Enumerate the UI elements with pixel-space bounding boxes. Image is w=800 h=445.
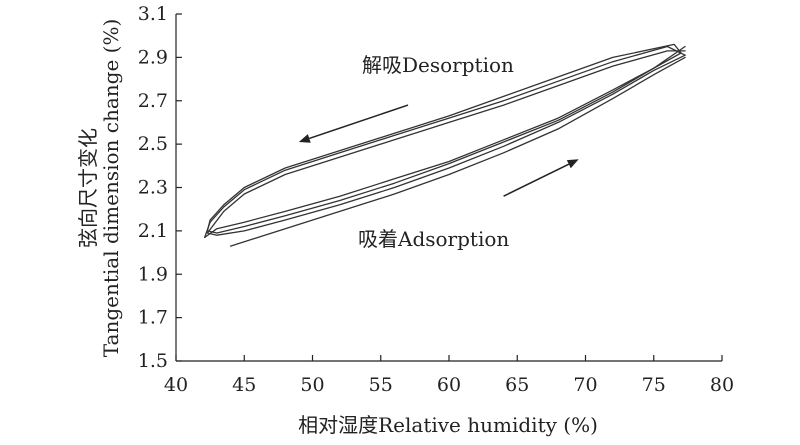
x-tick-label: 80 [710,374,734,396]
y-axis-title-en: Tangential dimension change (%) [99,19,123,358]
arrow-2-shaft [503,163,570,197]
y-axis-ticks: 1.5 1.7 1.9 2.1 2.3 2.5 2.7 2.9 3.1 [138,3,182,372]
y-tick-label: 2.7 [138,90,168,112]
arrows-group [298,104,579,197]
arrow-2-head [566,159,579,169]
series-line-7 [206,45,686,234]
y-tick-label: 2.1 [138,220,168,242]
y-tick-label: 1.7 [138,307,168,329]
y-tick-label: 3.1 [138,3,168,25]
x-tick-label: 40 [164,374,188,396]
x-axis-title: 相对湿度Relative humidity (%) [298,413,598,437]
series-group [204,43,686,247]
series-line-6 [206,43,682,232]
x-tick-label: 60 [437,374,461,396]
y-axis-title-cn: 弦向尺寸变化 [76,128,100,248]
y-tick-label: 2.5 [138,133,168,155]
series-line-2 [206,50,686,234]
x-tick-label: 75 [642,374,666,396]
x-tick-label: 70 [573,374,597,396]
arrow-1-head [298,134,311,143]
series-line-5 [204,52,682,239]
annotation-desorption: 解吸Desorption [362,53,514,77]
series-line-4 [204,45,686,239]
x-tick-label: 65 [505,374,529,396]
x-tick-label: 55 [369,374,393,396]
y-tick-label: 2.9 [138,46,168,68]
x-axis-ticks: 40 45 50 55 60 65 70 75 80 [164,355,734,396]
series-line-3 [206,54,686,236]
annotation-adsorption: 吸着Adsorption [358,227,509,251]
y-tick-label: 1.9 [138,263,168,285]
arrow-1-shaft [309,104,409,140]
series-line-1 [229,56,686,247]
y-tick-label: 2.3 [138,177,168,199]
x-tick-label: 50 [300,374,324,396]
y-tick-label: 1.5 [138,350,168,372]
x-tick-label: 45 [232,374,256,396]
